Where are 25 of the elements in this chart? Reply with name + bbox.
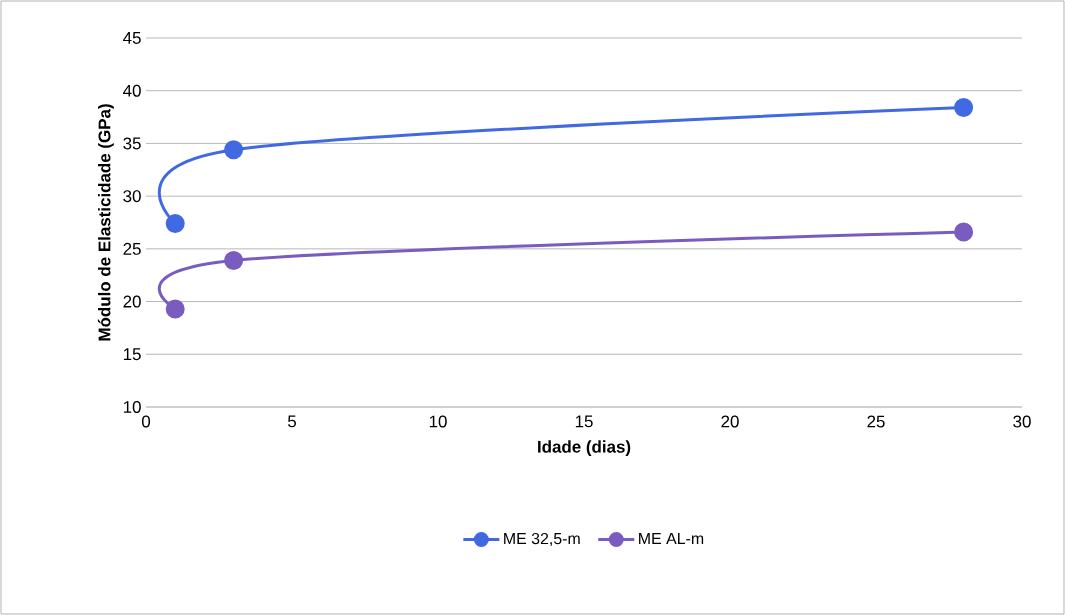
x-tick-label: 5 [287,415,296,428]
y-tick-label: 35 [123,137,141,150]
x-tick-label: 20 [721,415,739,428]
x-tick-label: 0 [141,415,151,428]
x-tick-label: 30 [1013,415,1031,428]
y-tick-label: 25 [123,242,141,255]
y-tick-label: 15 [123,348,141,361]
y-tick-label: 20 [123,295,141,308]
y-tick-label: 40 [123,84,141,97]
x-axis-title: Idade (dias) [538,440,631,457]
point [224,250,244,270]
point [954,98,974,118]
y-axis-title: Módulo de Elasticidade (GPa) [97,104,114,341]
point [165,214,185,234]
legend-label: ME 32,5-m [504,532,580,547]
x-tick-label: 25 [867,415,885,428]
y-tick-label: 10 [123,400,141,413]
y-tick-label: 45 [123,32,141,44]
y-tick-label: 30 [123,190,141,203]
legend-label: ME AL-m [639,533,704,544]
x-tick-label: 10 [429,415,447,428]
point [954,222,974,242]
point [224,140,244,160]
point [165,299,185,319]
x-tick-label: 15 [575,415,593,428]
